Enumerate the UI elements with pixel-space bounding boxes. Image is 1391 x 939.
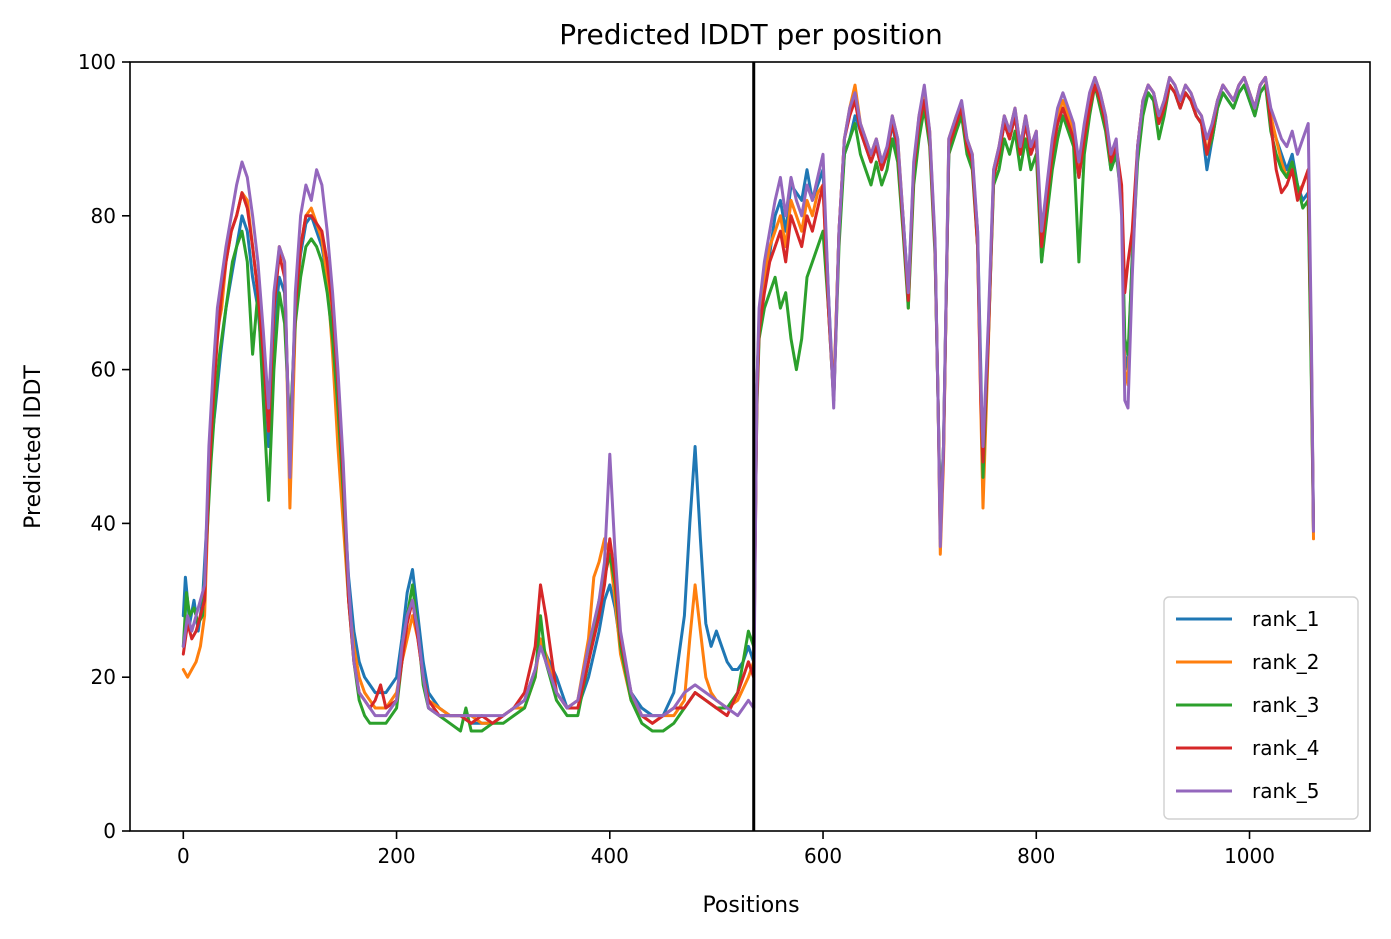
x-tick-label: 1000 <box>1224 844 1275 868</box>
chart-title: Predicted lDDT per position <box>559 18 943 51</box>
legend-label: rank_2 <box>1252 650 1319 674</box>
x-tick-label: 0 <box>177 844 190 868</box>
legend-label: rank_5 <box>1252 779 1319 803</box>
y-tick-label: 60 <box>91 358 116 382</box>
y-axis: 0 20 40 60 80 100 <box>78 50 130 843</box>
legend-box <box>1163 596 1359 820</box>
x-tick-label: 600 <box>804 844 842 868</box>
plot-frame <box>129 61 1371 832</box>
legend-label: rank_4 <box>1252 736 1319 760</box>
y-tick-label: 100 <box>78 50 116 74</box>
y-tick-label: 0 <box>103 819 116 843</box>
y-tick-label: 20 <box>91 665 116 689</box>
legend-label: rank_1 <box>1252 607 1319 631</box>
y-axis-label: Predicted lDDT <box>21 365 46 529</box>
y-tick-label: 40 <box>91 511 116 535</box>
x-axis-label: Positions <box>702 893 799 918</box>
legend: rank_1 rank_2 rank_3 rank_4 rank_5 <box>1163 596 1359 820</box>
legend-label: rank_3 <box>1252 693 1319 717</box>
x-tick-label: 400 <box>591 844 629 868</box>
x-tick-label: 800 <box>1017 844 1055 868</box>
x-axis: 0 200 400 600 800 1000 <box>177 831 1275 868</box>
x-tick-label: 200 <box>377 844 415 868</box>
plot-area <box>181 62 1315 831</box>
series-line-rank-5 <box>181 75 1315 718</box>
y-tick-label: 80 <box>91 204 116 228</box>
